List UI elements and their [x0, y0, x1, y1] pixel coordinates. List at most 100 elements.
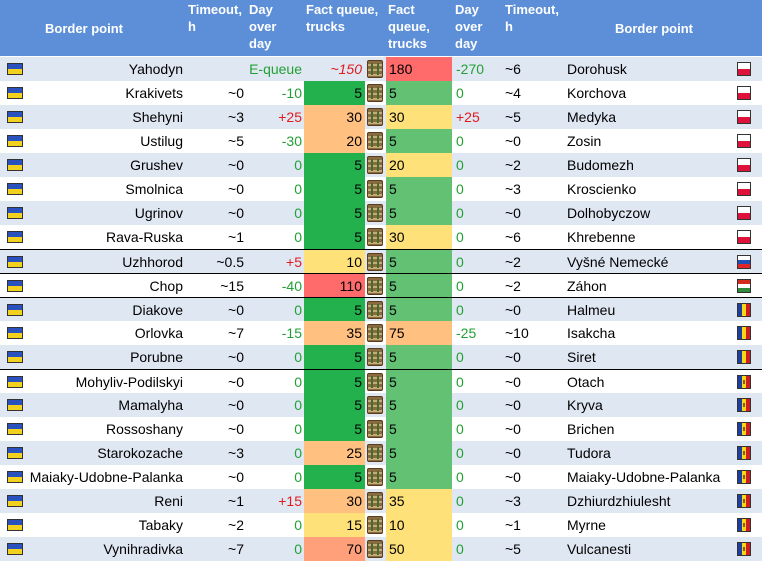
left-timeout: ~5 [228, 133, 244, 149]
right-timeout: ~6 [505, 61, 521, 77]
right-border-point: Dorohusk [567, 61, 627, 77]
right-fact-bar [386, 129, 452, 153]
left-day-over-day: -40 [281, 278, 302, 294]
header-timeout-right: Timeout, h [505, 2, 559, 34]
right-border-point: Medyka [567, 109, 617, 125]
left-fact-queue: 10 [346, 254, 362, 270]
md-flag-icon [737, 375, 751, 389]
left-day-over-day: -15 [281, 325, 302, 341]
right-fact-bar [386, 537, 452, 561]
left-border-point: Mohyliv-Podilskyi [75, 374, 183, 390]
left-fact-queue: 35 [346, 325, 362, 341]
truck-icon [367, 228, 383, 246]
right-fact-queue: 5 [389, 374, 397, 390]
left-fact-bar [304, 105, 365, 129]
left-day-over-day: 0 [294, 469, 302, 485]
left-fact-queue: 20 [346, 133, 362, 149]
right-border-point: Kryva [567, 397, 603, 413]
left-border-point: Vynihradivka [103, 541, 183, 557]
truck-icon [367, 396, 383, 414]
left-timeout: ~15 [220, 278, 244, 294]
right-fact-queue: 30 [389, 229, 405, 245]
right-fact-queue: 5 [389, 302, 397, 318]
right-fact-bar [386, 321, 452, 345]
right-fact-bar [386, 370, 452, 394]
pl-flag-icon [737, 158, 751, 172]
table-row: Ugrinov ~0 0 5 5 0 ~0 Dolhobyczow [0, 201, 762, 225]
sk-flag-icon [737, 255, 751, 269]
right-day-over-day: 0 [456, 85, 464, 101]
right-day-over-day: 0 [456, 397, 464, 413]
header-day-over-day-left: Day over day [249, 2, 277, 51]
left-border-point: Smolnica [125, 181, 183, 197]
truck-icon [367, 373, 383, 391]
right-day-over-day: 0 [456, 302, 464, 318]
table-row: Grushev ~0 0 5 20 0 ~2 Budomezh [0, 153, 762, 177]
left-timeout: ~7 [228, 541, 244, 557]
ukraine-flag-icon [7, 447, 23, 459]
right-border-point: Khrebenne [567, 229, 636, 245]
table-row: Ustilug ~5 -30 20 5 0 ~0 Zosin [0, 129, 762, 153]
truck-icon [367, 324, 383, 342]
left-fact-bar [304, 201, 365, 225]
right-fact-bar [386, 81, 452, 105]
ukraine-flag-icon [7, 231, 23, 243]
right-border-point: Korchova [567, 85, 627, 101]
left-border-point: Ustilug [140, 133, 183, 149]
md-flag-icon [737, 494, 751, 508]
truck-icon [367, 84, 383, 102]
truck-icon [367, 132, 383, 150]
ukraine-flag-icon [7, 327, 23, 339]
pl-flag-icon [737, 206, 751, 220]
right-day-over-day: 0 [456, 181, 464, 197]
left-fact-queue: 5 [354, 302, 362, 318]
right-day-over-day: 0 [456, 133, 464, 149]
left-border-point: Chop [149, 278, 183, 294]
right-fact-queue: 50 [389, 541, 405, 557]
table-row: Starokozache ~3 0 25 5 0 ~0 Tudora [0, 441, 762, 465]
left-fact-queue: 5 [354, 469, 362, 485]
left-border-point: Uzhhorod [122, 254, 183, 270]
right-day-over-day: 0 [456, 254, 464, 270]
truck-icon [367, 492, 383, 510]
right-fact-queue: 5 [389, 445, 397, 461]
right-fact-queue: 5 [389, 278, 397, 294]
header-border-point-left: Border point [45, 20, 123, 36]
left-timeout: ~3 [228, 445, 244, 461]
table-row: Rava-Ruska ~1 0 5 30 0 ~6 Khrebenne [0, 225, 762, 249]
ukraine-flag-icon [7, 376, 23, 388]
right-fact-queue: 75 [389, 325, 405, 341]
left-timeout: ~0 [228, 302, 244, 318]
right-fact-bar [386, 393, 452, 417]
right-day-over-day: 0 [456, 493, 464, 509]
ukraine-flag-icon [7, 304, 23, 316]
left-border-point: Rava-Ruska [105, 229, 183, 245]
pl-flag-icon [737, 230, 751, 244]
table-row: Tabaky ~2 0 15 10 0 ~1 Myrne [0, 513, 762, 537]
left-day-over-day: 0 [294, 541, 302, 557]
ukraine-flag-icon [7, 280, 23, 292]
left-day-over-day: 0 [294, 445, 302, 461]
right-fact-bar [386, 57, 452, 81]
pl-flag-icon [737, 62, 751, 76]
left-day-over-day: -30 [281, 133, 302, 149]
right-border-point: Otach [567, 374, 605, 390]
right-timeout: ~0 [505, 421, 521, 437]
left-timeout: ~0 [228, 469, 244, 485]
left-day-over-day: 0 [294, 397, 302, 413]
right-timeout: ~5 [505, 109, 521, 125]
ukraine-flag-icon [7, 423, 23, 435]
right-timeout: ~0 [505, 469, 521, 485]
left-fact-bar [304, 321, 365, 345]
left-fact-bar [304, 345, 365, 369]
left-fact-queue: 5 [354, 374, 362, 390]
left-fact-bar [304, 274, 365, 298]
right-fact-queue: 5 [389, 421, 397, 437]
left-timeout: ~0 [228, 205, 244, 221]
left-day-over-day: 0 [294, 205, 302, 221]
left-border-point: Maiaky-Udobne-Palanka [29, 469, 183, 485]
right-timeout: ~0 [505, 349, 521, 365]
md-flag-icon [737, 542, 751, 556]
truck-icon [367, 348, 383, 366]
left-day-over-day: +25 [278, 109, 302, 125]
